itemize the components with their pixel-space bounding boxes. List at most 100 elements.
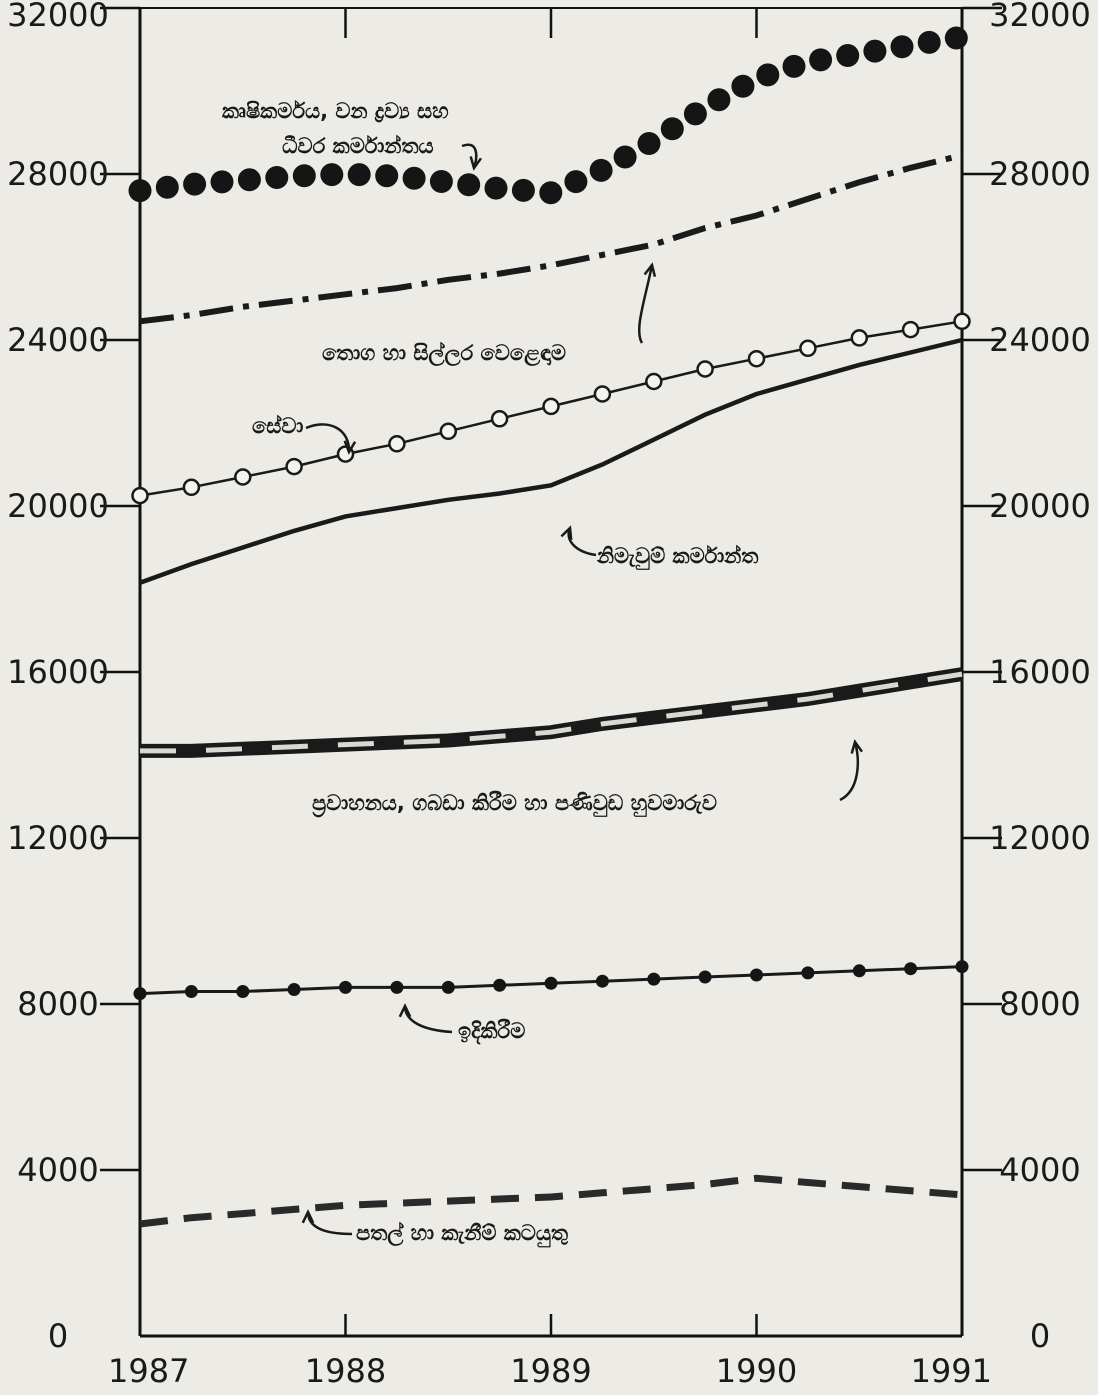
y-tick-label-right: 28000: [989, 155, 1091, 193]
series-2-point: [953, 312, 971, 331]
x-tick-label: 1990: [716, 1352, 797, 1390]
series-5-point: [236, 985, 250, 998]
series-0-point: [863, 39, 887, 63]
series-2-point: [182, 478, 201, 497]
series-0-point: [756, 63, 780, 87]
y-tick-label-right: 24000: [989, 321, 1091, 359]
series-4-line-inner: [140, 671, 963, 754]
series-0-point: [402, 166, 426, 190]
series-3-line: [139, 337, 963, 585]
series-5-point: [955, 960, 969, 974]
y-tick-label-right: 0: [1030, 1317, 1050, 1355]
x-tick-label: 1988: [305, 1352, 386, 1390]
x-tick-label: 1991: [911, 1352, 992, 1390]
series-0-point: [484, 176, 508, 200]
series-0-point: [347, 163, 371, 187]
y-tick-label-right: 16000: [989, 653, 1091, 691]
series-5-point: [493, 978, 507, 992]
series-5-point: [904, 962, 918, 976]
label-agriculture-line2: ධීවර කර්මාන්තය: [282, 134, 434, 158]
series-0-point: [128, 179, 152, 203]
series-5-point: [133, 987, 147, 1001]
series-0-point: [375, 164, 399, 188]
x-tick-label: 1989: [510, 1352, 591, 1390]
series-2-point: [901, 320, 920, 339]
y-tick-label-right: 4000: [999, 1151, 1080, 1189]
x-tick-label: 1987: [108, 1352, 189, 1390]
y-tick-label-left: 20000: [7, 487, 109, 525]
arrow-transport-head: [850, 739, 864, 754]
series-2-point: [490, 410, 509, 428]
y-tick-label-left: 8000: [17, 985, 98, 1023]
series-6-line: [139, 1174, 963, 1228]
label-mining: පතල් හා කැනීම් කටයුතු: [356, 1221, 568, 1248]
series-2-point: [696, 360, 714, 378]
series-0-point: [457, 173, 481, 197]
label-transport: ප්‍රවාහනය, ගබඩා කිරීම හා පණිවුඩ හුවමාරුව: [312, 791, 717, 818]
arrow-services-head: [343, 440, 357, 455]
series-5-point: [184, 985, 198, 998]
series-2-point: [747, 349, 766, 368]
series-0-point: [511, 178, 535, 202]
y-tick-label-left: 4000: [17, 1151, 98, 1189]
series-2-point: [850, 329, 869, 347]
series-0-point: [589, 158, 613, 182]
label-construction: ඉදිකිරීම: [458, 1019, 525, 1045]
series-0-point: [731, 74, 755, 98]
series-2-point: [645, 372, 663, 391]
series-0-point: [836, 44, 860, 67]
series-2-point: [388, 435, 406, 453]
label-wholesale-retail: තොග හා සිල්ලර වෙළෙඳාම: [322, 341, 566, 367]
series-0-point: [564, 170, 588, 194]
y-tick-label-left: 28000: [7, 155, 109, 193]
series-2-point: [799, 339, 817, 358]
label-manufacturing: නිමැවුම් කර්මාන්ත: [596, 544, 758, 571]
y-tick-label-left: 12000: [7, 819, 109, 857]
series-0-point: [660, 117, 684, 141]
y-tick-label-right: 20000: [989, 487, 1091, 525]
series-2-point: [234, 468, 252, 486]
y-tick-label-right: 12000: [989, 819, 1091, 857]
arrow-construction-head: [398, 1003, 412, 1018]
arrow-services: [305, 423, 351, 453]
series-5-point: [852, 964, 866, 978]
y-tick-label-right: 8000: [999, 985, 1080, 1023]
series-1-line: [139, 152, 963, 325]
y-tick-label-left: 16000: [7, 653, 109, 691]
series-5-point: [339, 980, 352, 994]
series-5-point: [287, 983, 301, 996]
series-0-point: [237, 168, 261, 192]
series-5-point: [647, 972, 661, 986]
series-0-point: [944, 26, 968, 50]
series-5-point: [441, 980, 455, 994]
arrow-mining-head: [301, 1209, 315, 1224]
series-0-point: [265, 166, 289, 189]
arrow-agriculture-head: [469, 156, 483, 171]
series-2-point: [131, 486, 149, 505]
series-5-point: [390, 980, 404, 994]
series-2-point: [439, 422, 458, 441]
series-5-point: [698, 970, 712, 984]
series-0-point: [637, 132, 661, 155]
series-5-point: [544, 976, 558, 990]
series-0-point: [917, 30, 941, 54]
arrow-wholesale-retail: [638, 264, 654, 344]
y-tick-label-left: 0: [48, 1317, 68, 1355]
series-0-point: [183, 172, 207, 196]
series-0-point: [683, 102, 707, 126]
series-0-point: [539, 181, 563, 205]
series-0-point: [707, 88, 731, 112]
series-5-point: [750, 968, 763, 982]
series-0-point: [155, 175, 179, 199]
y-tick-label-left: 24000: [7, 321, 109, 359]
series-5-point: [595, 974, 609, 988]
series-0-point: [890, 35, 914, 59]
label-services: සේවා: [252, 414, 303, 438]
y-tick-label-left: 32000: [7, 0, 109, 34]
series-2-point: [593, 385, 612, 403]
series-0-point: [210, 170, 234, 194]
series-0-point: [809, 48, 833, 72]
